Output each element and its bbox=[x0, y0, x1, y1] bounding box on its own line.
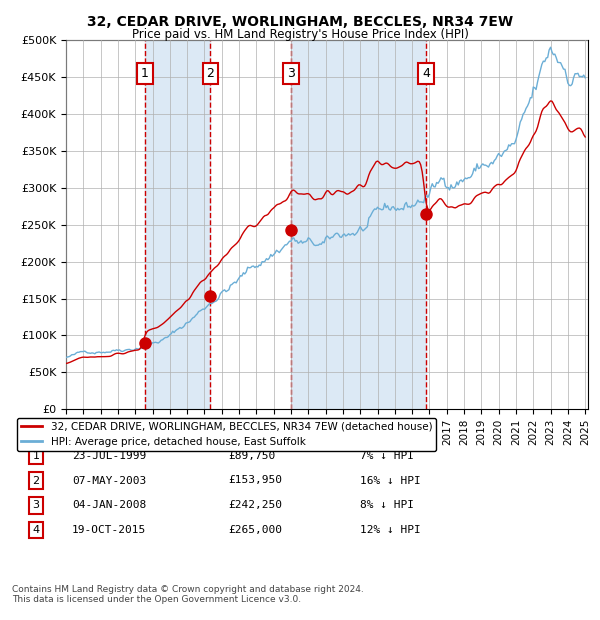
Text: £89,750: £89,750 bbox=[228, 451, 275, 461]
Text: 4: 4 bbox=[422, 67, 430, 80]
Text: Price paid vs. HM Land Registry's House Price Index (HPI): Price paid vs. HM Land Registry's House … bbox=[131, 28, 469, 41]
Text: 16% ↓ HPI: 16% ↓ HPI bbox=[360, 476, 421, 485]
Text: Contains HM Land Registry data © Crown copyright and database right 2024.
This d: Contains HM Land Registry data © Crown c… bbox=[12, 585, 364, 604]
Text: 2: 2 bbox=[206, 67, 214, 80]
Legend: 32, CEDAR DRIVE, WORLINGHAM, BECCLES, NR34 7EW (detached house), HPI: Average pr: 32, CEDAR DRIVE, WORLINGHAM, BECCLES, NR… bbox=[17, 417, 436, 451]
Text: 19-OCT-2015: 19-OCT-2015 bbox=[72, 525, 146, 535]
Text: 32, CEDAR DRIVE, WORLINGHAM, BECCLES, NR34 7EW: 32, CEDAR DRIVE, WORLINGHAM, BECCLES, NR… bbox=[87, 16, 513, 30]
Text: 3: 3 bbox=[32, 500, 40, 510]
Text: 7% ↓ HPI: 7% ↓ HPI bbox=[360, 451, 414, 461]
Text: 1: 1 bbox=[32, 451, 40, 461]
Text: 3: 3 bbox=[287, 67, 295, 80]
Text: £265,000: £265,000 bbox=[228, 525, 282, 535]
Text: 23-JUL-1999: 23-JUL-1999 bbox=[72, 451, 146, 461]
Text: 2: 2 bbox=[32, 476, 40, 485]
Text: 04-JAN-2008: 04-JAN-2008 bbox=[72, 500, 146, 510]
Bar bbox=[291, 40, 426, 409]
Text: 4: 4 bbox=[32, 525, 40, 535]
Text: £242,250: £242,250 bbox=[228, 500, 282, 510]
Text: £153,950: £153,950 bbox=[228, 476, 282, 485]
Text: 12% ↓ HPI: 12% ↓ HPI bbox=[360, 525, 421, 535]
Text: 8% ↓ HPI: 8% ↓ HPI bbox=[360, 500, 414, 510]
Bar bbox=[145, 40, 211, 409]
Text: 1: 1 bbox=[141, 67, 149, 80]
Text: 07-MAY-2003: 07-MAY-2003 bbox=[72, 476, 146, 485]
